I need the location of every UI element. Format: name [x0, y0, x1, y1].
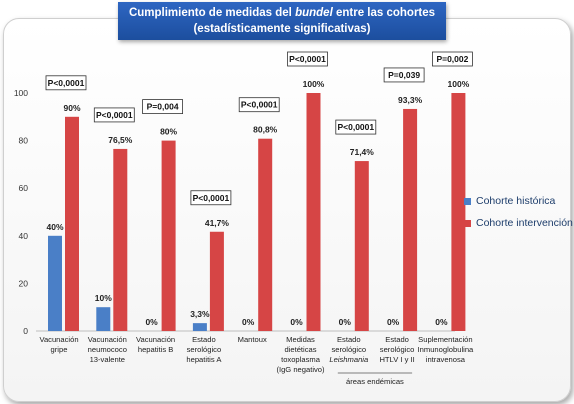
pvalue-box-6 [335, 119, 377, 135]
pvalue-label-3: P<0,0001 [193, 193, 230, 203]
y-tick-label-0: 0 [23, 326, 28, 336]
pvalue-label-7: P=0,039 [388, 70, 420, 80]
pvalue-label-6: P<0,0001 [337, 122, 374, 132]
bar-intervencion-4 [258, 138, 273, 331]
data-label-intervencion-6: 71,4% [350, 147, 375, 157]
data-label-intervencion-0: 90% [63, 103, 80, 113]
category-label-0-line-0: Vacunación [39, 335, 78, 344]
category-label-0-line-1: gripe [51, 345, 68, 354]
bar-historica-3 [192, 323, 207, 331]
legend-item-intervencion: Cohorte intervención [464, 212, 573, 234]
bar-historica-0 [48, 235, 62, 331]
legend-label-historica: Cohorte histórica [476, 195, 556, 207]
bar-intervencion-0 [65, 116, 79, 331]
data-label-historica-3: 3,3% [190, 309, 210, 319]
legend-swatch-historica [464, 197, 471, 205]
pvalue-box-7 [383, 67, 425, 83]
data-label-intervencion-4: 80,8% [253, 125, 278, 135]
pvalue-box-4 [238, 97, 280, 113]
pvalue-box-3 [190, 190, 232, 206]
data-label-historica-1: 10% [95, 293, 112, 303]
category-label-7-line-0: Estado [385, 335, 409, 344]
legend-swatch-intervencion [464, 219, 471, 227]
chart-title-line1: Cumplimiento de medidas del bundel entre… [118, 5, 446, 21]
pvalue-label-5: P<0,0001 [289, 54, 326, 64]
category-label-5-line-2: toxoplasma [281, 355, 321, 364]
category-label-8-line-0: Suplementación [418, 335, 472, 344]
data-label-historica-4: 0% [242, 317, 255, 327]
category-label-3-line-2: hepatitis A [186, 355, 222, 364]
data-label-historica-5: 0% [290, 317, 303, 327]
category-label-6-line-1: serológico [331, 345, 366, 354]
category-label-3-line-1: serológico [187, 345, 222, 354]
endemic-areas-label: áreas endémicas [346, 377, 404, 386]
category-label-1-line-0: Vacunación [88, 335, 127, 344]
category-label-6-line-2: Leishmania [329, 355, 368, 364]
category-label-5-line-1: dietéticas [284, 345, 316, 354]
title-part-emphasis: bundel [295, 7, 333, 19]
bar-intervencion-8 [451, 93, 466, 331]
bar-intervencion-6 [354, 161, 369, 331]
category-label-8-line-2: intravenosa [426, 355, 466, 364]
data-label-historica-2: 0% [145, 317, 158, 327]
category-label-2-line-0: Vacunación [136, 335, 175, 344]
pvalue-label-2: P=0,004 [147, 102, 179, 112]
data-label-historica-6: 0% [339, 317, 352, 327]
category-label-4-line-0: Mantoux [238, 335, 267, 344]
chart-card [3, 18, 571, 402]
data-label-historica-8: 0% [435, 317, 448, 327]
title-part-1: Cumplimiento de medidas del [128, 7, 296, 19]
category-label-2-line-1: hepatitis B [138, 345, 173, 354]
category-label-3-line-0: Estado [192, 335, 216, 344]
legend-item-historica: Cohorte histórica [464, 190, 573, 212]
bar-intervencion-7 [403, 108, 418, 331]
pvalue-label-1: P<0,0001 [96, 110, 133, 120]
pvalue-box-2 [142, 99, 184, 114]
data-label-intervencion-7: 93,3% [398, 95, 423, 105]
category-label-8-line-1: Inmunoglobulina [418, 345, 475, 354]
y-tick-label-1: 20 [19, 278, 29, 288]
data-label-historica-7: 0% [387, 317, 400, 327]
bar-intervencion-1 [113, 148, 128, 331]
y-tick-label-4: 80 [19, 136, 29, 146]
y-tick-label-3: 60 [19, 183, 29, 193]
category-label-1-line-1: neumococo [88, 345, 127, 354]
y-tick-label-5: 100 [14, 88, 28, 98]
bar-intervencion-2 [161, 140, 176, 331]
pvalue-label-8: P=0,002 [436, 54, 468, 64]
pvalue-box-5 [287, 51, 328, 67]
category-label-7-line-2: HTLV I y II [379, 355, 414, 364]
data-label-intervencion-1: 76,5% [108, 135, 133, 145]
chart-title-line2: (estadísticamente significativas) [193, 23, 371, 35]
data-label-intervencion-2: 80% [160, 127, 177, 137]
y-tick-label-2: 40 [19, 231, 29, 241]
data-label-intervencion-3: 41,7% [205, 218, 230, 228]
category-label-1-line-2: 13-valente [90, 355, 125, 364]
pvalue-box-0 [45, 75, 87, 91]
category-label-5-line-0: Medidas [286, 335, 315, 344]
bar-historica-1 [96, 307, 111, 331]
pvalue-box-8 [431, 51, 473, 67]
category-label-5-line-3: (IgG negativo) [276, 365, 325, 374]
data-label-historica-0: 40% [46, 222, 63, 232]
category-label-6-line-0: Estado [337, 335, 361, 344]
data-label-intervencion-5: 100% [303, 79, 325, 89]
pvalue-box-1 [93, 107, 135, 123]
category-label-7-line-1: serológico [380, 345, 415, 354]
title-part-2: entre las cohortes [332, 7, 436, 19]
pvalue-label-0: P<0,0001 [48, 78, 85, 88]
legend: Cohorte histórica Cohorte intervención [464, 190, 573, 234]
pvalue-label-4: P<0,0001 [241, 100, 278, 110]
bar-intervencion-5 [306, 93, 321, 331]
data-label-intervencion-8: 100% [448, 79, 470, 89]
bar-intervencion-3 [209, 231, 224, 331]
chart-title: Cumplimiento de medidas del bundel entre… [118, 2, 446, 40]
legend-label-intervencion: Cohorte intervención [476, 217, 573, 229]
